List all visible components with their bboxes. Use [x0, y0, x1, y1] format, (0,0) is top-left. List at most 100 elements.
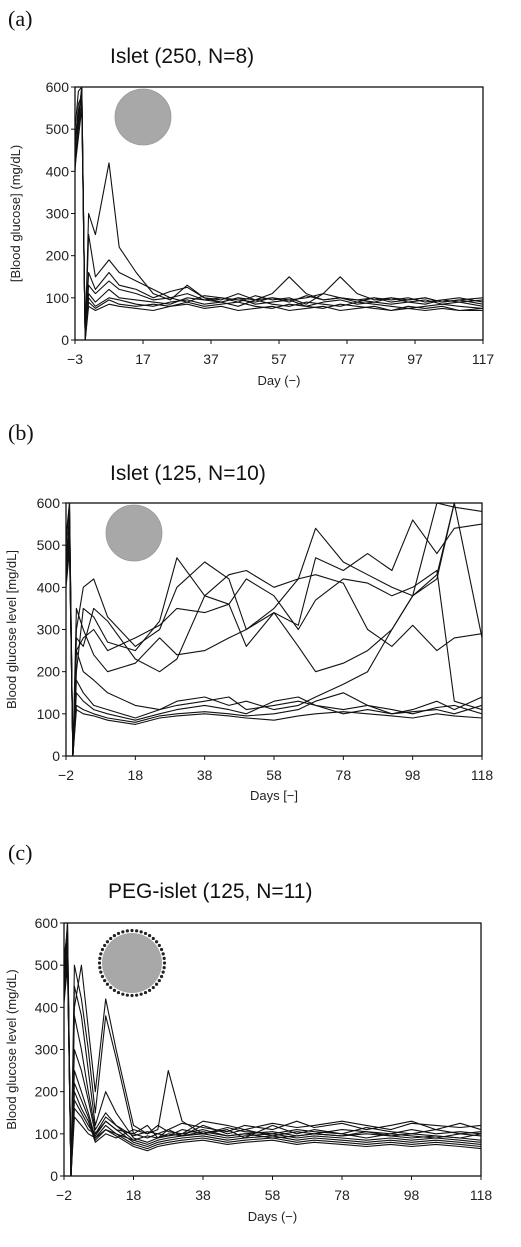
y-tick-label: 200 [37, 664, 61, 680]
series-line-a-1 [75, 87, 483, 340]
y-tick-label: 600 [37, 495, 61, 511]
x-tick-label: 58 [265, 1187, 281, 1203]
panel-a-title: Islet (250, N=8) [110, 45, 255, 68]
y-tick-label: 400 [46, 163, 70, 179]
peg-coating-dot [162, 956, 166, 960]
series-line-a-6 [75, 90, 483, 340]
peg-coating-dot [125, 929, 129, 933]
y-tick-label: 500 [35, 957, 59, 973]
y-axis-label-c: Blood glucose level (mg/dL) [4, 969, 19, 1129]
series-line-b-8 [66, 536, 482, 756]
y-axis-label-a: [Blood glucose] (mg/dL) [8, 145, 23, 282]
peg-coating-dot [135, 993, 139, 997]
x-tick-label: 38 [195, 1187, 211, 1203]
series-line-b-10 [66, 548, 482, 756]
peg-coating-dot [112, 934, 117, 938]
panel-c-letter: (c) [8, 840, 33, 865]
peg-coating-dot [161, 952, 165, 956]
peg-coating-dot [162, 966, 166, 970]
series-line-b-6 [66, 503, 482, 756]
y-tick-label: 300 [37, 622, 61, 638]
x-tick-label: 58 [266, 767, 282, 783]
peg-coating-dot [121, 992, 125, 996]
peg-coating-dot [112, 988, 117, 992]
x-tick-label: 57 [271, 351, 287, 367]
series-line-c-5 [64, 956, 481, 1176]
peg-coating-dot [97, 961, 102, 965]
x-tick-label: 78 [334, 1187, 350, 1203]
y-tick-label: 500 [46, 121, 70, 137]
y-tick-label: 600 [35, 915, 59, 931]
panel-c-title: PEG-islet (125, N=11) [108, 880, 313, 903]
x-tick-label: 18 [128, 767, 144, 783]
series-line-b-2 [66, 503, 482, 756]
peg-coating-dot [98, 966, 102, 970]
series-line-c-9 [64, 939, 481, 1176]
peg-coating-dot [130, 928, 134, 933]
peg-coating-dot [157, 978, 161, 983]
islet-illustration-b [105, 504, 163, 562]
y-tick-label: 300 [46, 206, 70, 222]
panel-b-title: Islet (125, N=10) [110, 462, 266, 485]
peg-coating-dot [109, 985, 113, 990]
x-tick-label: −3 [67, 351, 83, 367]
x-tick-label: 98 [404, 1187, 420, 1203]
peg-coating-dot [157, 943, 161, 948]
series-line-a-7 [75, 87, 483, 340]
y-tick-label: 0 [52, 748, 60, 764]
series-line-b-4 [66, 523, 482, 756]
y-tick-label: 300 [35, 1042, 59, 1058]
x-tick-label: 18 [126, 1187, 142, 1203]
y-axis-label-b: Blood glucose level [mg/dL] [4, 550, 19, 709]
x-tick-label: 98 [405, 767, 421, 783]
islet-illustration-c [102, 933, 162, 993]
peg-coating-dot [154, 982, 159, 986]
peg-coating-dot [109, 936, 113, 941]
peg-coating-dot [99, 952, 103, 956]
peg-coating-dot [159, 947, 164, 952]
y-tick-label: 400 [35, 999, 59, 1015]
y-tick-label: 600 [46, 79, 70, 95]
peg-coating-dot [139, 930, 143, 934]
peg-coating-dot [103, 943, 107, 948]
x-tick-label: 118 [471, 767, 494, 783]
peg-coating-dot [125, 993, 129, 997]
series-line-c-8 [64, 951, 481, 1176]
y-tick-label: 500 [37, 537, 61, 553]
peg-coating-dot [100, 947, 105, 952]
peg-coating-dot [105, 940, 110, 944]
series-line-a-4 [75, 99, 483, 340]
panel-b-letter: (b) [8, 420, 34, 445]
peg-coating-dot [130, 993, 134, 998]
series-line-b-1 [66, 503, 482, 756]
peg-coating-dot [100, 974, 105, 979]
series-line-c-6 [64, 947, 481, 1176]
x-tick-label: 38 [197, 767, 213, 783]
x-tick-label: 117 [472, 351, 495, 367]
x-tick-label: −2 [58, 767, 74, 783]
y-tick-label: 0 [50, 1168, 58, 1184]
peg-coating-dot [147, 934, 152, 938]
y-tick-label: 400 [37, 579, 61, 595]
series-line-a-8 [75, 107, 483, 340]
series-line-b-7 [66, 544, 482, 756]
panel-a-letter: (a) [8, 6, 33, 31]
x-axis-label-a: Day (−) [258, 373, 301, 388]
series-line-c-11 [64, 960, 481, 1176]
peg-coating-dot [99, 970, 103, 974]
x-tick-label: 118 [470, 1187, 493, 1203]
peg-coating-dot [143, 990, 148, 995]
peg-coating-dot [143, 931, 148, 936]
series-line-b-9 [66, 527, 482, 756]
peg-coating-dot [161, 970, 165, 974]
x-axis-label-b: Days [−] [250, 788, 298, 803]
series-line-c-7 [64, 964, 481, 1176]
y-tick-label: 100 [37, 706, 61, 722]
y-tick-label: 0 [61, 332, 69, 348]
x-tick-label: 77 [339, 351, 355, 367]
peg-coating-dot [135, 929, 139, 933]
peg-coating-dot [154, 940, 159, 944]
peg-coating-dot [162, 961, 167, 965]
y-tick-label: 200 [46, 248, 70, 264]
peg-coating-dot [103, 978, 107, 983]
